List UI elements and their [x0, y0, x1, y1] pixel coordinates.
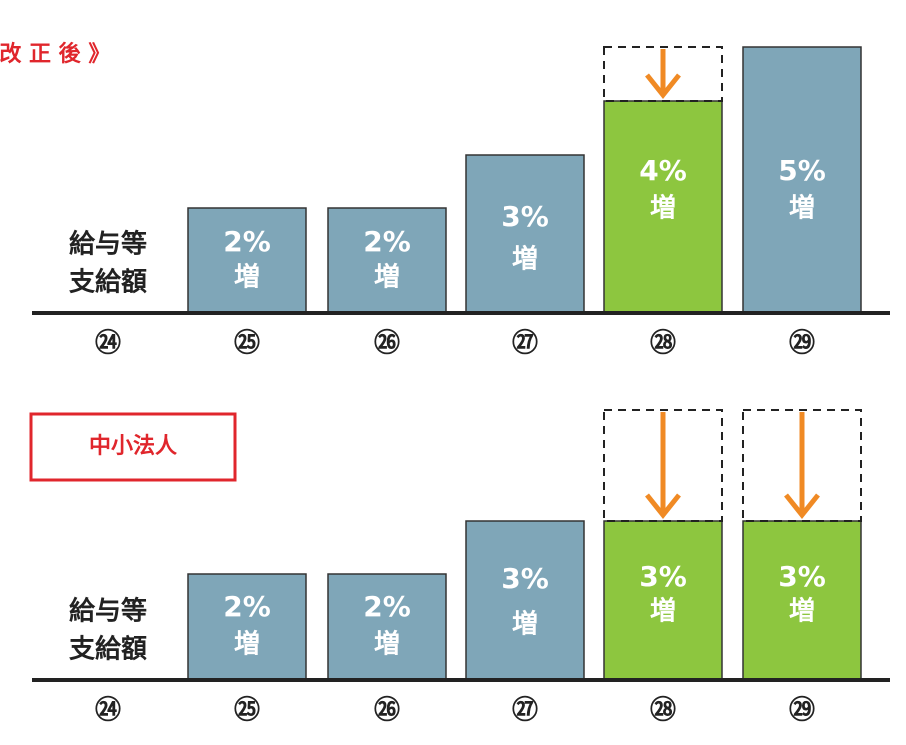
bar: [742, 46, 862, 314]
bar-label: 2%: [223, 590, 271, 623]
bar-label: 3%: [501, 562, 549, 595]
arrow-head: [645, 493, 681, 520]
year-label: ㉔: [95, 328, 121, 359]
row-label: 支給額: [69, 634, 147, 665]
year-label: ㉕: [234, 695, 260, 726]
bar: [327, 207, 447, 314]
row-label: 給与等: [69, 596, 147, 627]
bar: [465, 520, 585, 681]
bar-suffix: 増: [512, 245, 538, 275]
bar-suffix: 増: [512, 610, 538, 640]
bar-label: 2%: [363, 225, 411, 258]
year-label: ㉘: [650, 328, 676, 359]
row-label: 給与等: [69, 229, 147, 260]
row-label: 支給額: [69, 267, 147, 298]
bar-suffix: 増: [650, 194, 676, 224]
bar-suffix: 増: [234, 630, 260, 660]
bar-suffix: 増: [789, 597, 815, 627]
panel-title: 中小法人: [89, 434, 177, 459]
dashed-box: [603, 409, 723, 522]
year-label: ㉙: [789, 695, 815, 726]
bar: [187, 207, 307, 314]
bar: [187, 573, 307, 681]
year-label: ㉖: [374, 695, 400, 726]
dashed-box: [742, 409, 862, 522]
bar: [327, 573, 447, 681]
bar-label: 3%: [778, 560, 826, 593]
panel-title: 《 改 正 後 》: [0, 41, 110, 67]
arrow-head: [645, 73, 681, 100]
year-label: ㉗: [512, 328, 538, 359]
bar-suffix: 増: [789, 194, 815, 224]
year-label: ㉖: [374, 328, 400, 359]
year-label: ㉗: [512, 695, 538, 726]
year-label: ㉕: [234, 328, 260, 359]
bar-label: 3%: [639, 560, 687, 593]
bar-suffix: 増: [374, 630, 400, 660]
bar-label: 2%: [363, 590, 411, 623]
bar: [603, 520, 723, 681]
bar-suffix: 増: [234, 263, 260, 293]
year-label: ㉙: [789, 328, 815, 359]
year-label: ㉘: [650, 695, 676, 726]
bar-label: 3%: [501, 200, 549, 233]
bar-label: 4%: [639, 154, 687, 187]
bar-suffix: 増: [650, 597, 676, 627]
bar: [603, 100, 723, 314]
bar: [465, 154, 585, 314]
bar-label: 2%: [223, 225, 271, 258]
title-box: [29, 412, 237, 482]
arrow-head: [784, 493, 820, 520]
bar-suffix: 増: [374, 263, 400, 293]
bar-label: 5%: [778, 154, 826, 187]
dashed-box: [603, 46, 723, 102]
year-label: ㉔: [95, 695, 121, 726]
bar: [742, 520, 862, 681]
